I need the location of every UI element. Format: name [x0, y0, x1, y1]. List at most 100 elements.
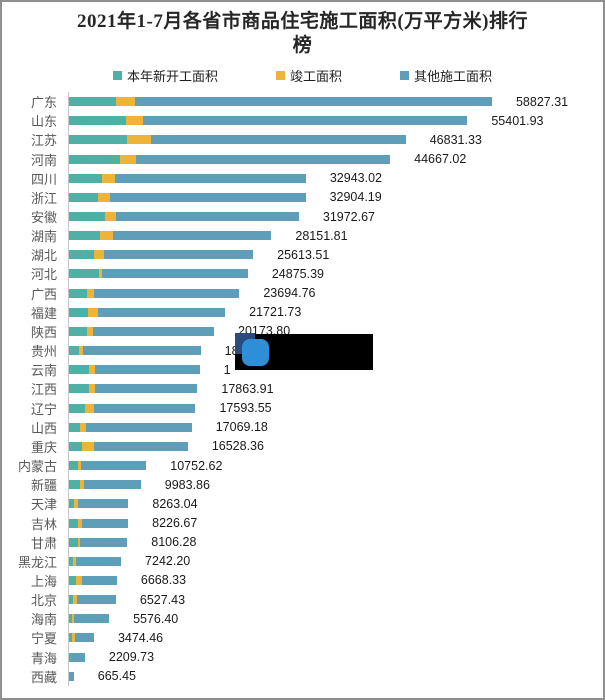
bar-segment-other	[69, 671, 74, 681]
chart-title-line1: 2021年1-7月各省市商品住宅施工面积(万平方米)排行	[77, 11, 528, 32]
bar-segment-new-starts	[69, 537, 79, 547]
bar-segment-other	[94, 365, 200, 375]
chart-row: 云南 1	[2, 360, 603, 379]
bar-segment-completed	[126, 135, 152, 145]
value-label: 32904.19	[329, 190, 382, 205]
bar-segment-other	[93, 403, 196, 413]
value-label: 21721.73	[249, 305, 302, 320]
bar-segment-completed	[77, 461, 81, 471]
bar-segment-new-starts	[69, 518, 78, 528]
bar-segment-completed	[88, 365, 95, 375]
value-label: 8226.67	[152, 516, 198, 531]
legend-label-completed: 竣工面积	[289, 69, 342, 84]
chart-row: 辽宁 17593.55	[2, 399, 603, 418]
bar-segment-completed	[71, 614, 74, 624]
bar-segment-new-starts	[69, 441, 83, 451]
chart-row: 江西 17863.91	[2, 379, 603, 398]
value-label: 7242.20	[145, 554, 191, 569]
category-label: 辽宁	[30, 401, 57, 417]
category-label: 四川	[30, 171, 57, 187]
bar-track: 665.45	[57, 669, 603, 683]
bar-segment-completed	[79, 480, 84, 490]
legend-swatch-other-icon	[400, 71, 409, 80]
bar-segment-new-starts	[69, 403, 85, 413]
value-label: 9983.86	[164, 477, 210, 492]
category-label: 河北	[30, 267, 57, 283]
bar-segment-completed	[102, 173, 115, 183]
bar-segment-completed	[77, 518, 83, 528]
legend-label-other: 其他施工面积	[414, 69, 493, 84]
bar-segment-other	[95, 384, 198, 394]
bar-segment-completed	[75, 575, 82, 585]
bar-segment-other	[85, 422, 192, 432]
chart-row: 浙江 32904.19	[2, 188, 603, 207]
chart-row: 重庆 16528.36	[2, 437, 603, 456]
chart-row: 上海 6668.33	[2, 571, 603, 590]
bar-track: 5576.40	[57, 612, 603, 626]
chart-row: 新疆 9983.86	[2, 475, 603, 494]
bar-segment-other	[82, 346, 201, 356]
bar-segment-other	[83, 480, 141, 490]
category-label: 江西	[30, 382, 57, 398]
bar-segment-new-starts	[69, 365, 89, 375]
bar-segment-new-starts	[69, 212, 106, 222]
bar-track: 2209.73	[57, 650, 603, 664]
bar-segment-other	[73, 614, 110, 624]
bar-segment-completed	[87, 326, 93, 336]
chart-row: 湖北 25613.51	[2, 245, 603, 264]
bar-segment-completed	[120, 154, 137, 164]
bar-segment-other	[110, 192, 306, 202]
bar-segment-other	[92, 326, 215, 336]
bar-segment-new-starts	[69, 135, 127, 145]
bar-rows: 广东 58827.31 山东 55401.93 江苏 46831.33 河南	[2, 92, 603, 686]
bar-segment-new-starts	[69, 480, 80, 490]
bar-segment-completed	[84, 403, 94, 413]
value-label: 665.45	[97, 669, 137, 684]
legend-item-new-starts: 本年新开工面积	[112, 66, 218, 85]
category-label: 广东	[30, 95, 57, 111]
bar-track: 8226.67	[57, 516, 603, 530]
bar-segment-completed	[79, 346, 83, 356]
bar-segment-new-starts	[69, 384, 89, 394]
bar-segment-other	[80, 537, 128, 547]
category-label: 吉林	[30, 516, 57, 532]
bar-segment-new-starts	[69, 633, 73, 643]
bar-segment-new-starts	[69, 154, 121, 164]
value-label: 25613.51	[277, 247, 330, 262]
legend-item-completed: 竣工面积	[275, 66, 342, 85]
bar-segment-other	[134, 97, 492, 107]
bar-segment-other	[93, 288, 240, 298]
value-label: 24875.39	[271, 266, 324, 281]
chart-row: 四川 32943.02	[2, 169, 603, 188]
bar-segment-new-starts	[69, 231, 101, 241]
category-label: 湖北	[30, 248, 57, 264]
bar-track: 46831.33	[57, 133, 603, 147]
bar-segment-new-starts	[69, 499, 74, 509]
legend-label-new-starts: 本年新开工面积	[126, 69, 218, 84]
category-label: 重庆	[30, 439, 57, 455]
chart-row: 河北 24875.39	[2, 264, 603, 283]
category-label: 福建	[30, 305, 57, 321]
chart-row: 宁夏 3474.46	[2, 628, 603, 647]
bar-segment-new-starts	[69, 614, 72, 624]
category-label: 天津	[30, 497, 57, 513]
bar-segment-new-starts	[69, 652, 73, 662]
bar-track: 25613.51	[57, 248, 603, 262]
bar-segment-other	[143, 116, 468, 126]
bar-segment-other	[81, 575, 117, 585]
bar-track: 16528.36	[57, 439, 603, 453]
bar-segment-new-starts	[69, 250, 94, 260]
chart-row: 广西 23694.76	[2, 284, 603, 303]
value-label: 6527.43	[139, 592, 186, 607]
bar-segment-other	[75, 633, 94, 643]
bar-segment-completed	[87, 307, 98, 317]
value-label: 17863.91	[221, 381, 274, 396]
bar-segment-new-starts	[69, 461, 78, 471]
bar-track: 3474.46	[57, 631, 603, 645]
bar-segment-new-starts	[69, 556, 74, 566]
value-label: 2209.73	[108, 650, 155, 665]
bar-track: 7242.20	[57, 554, 603, 568]
bar-track: 31972.67	[57, 210, 603, 224]
bar-track: 44667.02	[57, 152, 603, 166]
